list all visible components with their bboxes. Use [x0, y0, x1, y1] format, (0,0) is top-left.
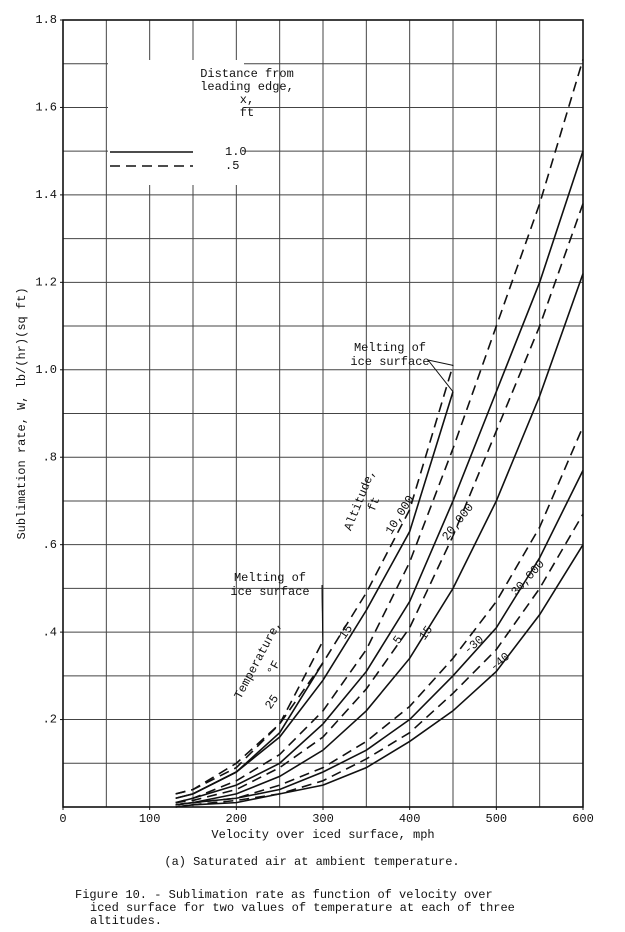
y-tick-label: 1.2: [35, 276, 57, 290]
annotation: Melting of: [234, 571, 306, 585]
annotation-arrow: [427, 359, 454, 366]
annotation: 20,000: [439, 501, 477, 544]
annotation: -15: [412, 623, 436, 649]
legend-title: leading edge,: [200, 80, 294, 94]
y-tick-label: .4: [43, 625, 57, 639]
x-axis-label: Velocity over iced surface, mph: [211, 828, 434, 842]
annotation: -30: [461, 633, 487, 658]
legend-title: ft: [240, 106, 254, 120]
annotation: ice surface: [230, 585, 309, 599]
x-tick-label: 300: [312, 812, 334, 826]
y-tick-label: 1.6: [35, 101, 57, 115]
curve: [175, 391, 454, 800]
legend-label: 1.0: [225, 145, 247, 159]
curve: [175, 203, 584, 804]
annotation: °F: [265, 658, 284, 677]
x-tick-label: 600: [572, 812, 594, 826]
y-axis-label: Sublimation rate, W, lb/(hr)(sq ft): [15, 287, 29, 539]
y-tick-label: 1.4: [35, 188, 57, 202]
y-tick-label: .6: [43, 538, 57, 552]
y-tick-label: .8: [43, 450, 57, 464]
annotation: 10,000: [383, 493, 418, 537]
caption-line: altitudes.: [90, 914, 162, 928]
legend-title: Distance from: [200, 67, 294, 81]
curve: [175, 365, 454, 795]
x-tick-label: 400: [399, 812, 421, 826]
legend-title: x,: [240, 93, 254, 107]
curve: [175, 273, 584, 806]
caption-line: Figure 10. - Sublimation rate as functio…: [75, 888, 493, 902]
annotation: ft: [365, 495, 383, 514]
y-tick-label: .2: [43, 713, 57, 727]
curve: [175, 640, 324, 795]
annotation: 30,000: [508, 557, 547, 598]
legend-box: [108, 60, 244, 185]
curve: [175, 544, 584, 808]
annotation-arrow: [427, 359, 454, 392]
annotation: 25: [262, 692, 282, 712]
annotation: 15: [336, 622, 356, 642]
curve: [175, 59, 584, 804]
annotation: Melting of: [354, 341, 426, 355]
x-tick-label: 0: [59, 812, 66, 826]
y-tick-label: 1.0: [35, 363, 57, 377]
annotation-arrow: [321, 584, 324, 663]
curve: [175, 426, 584, 806]
x-tick-label: 200: [226, 812, 248, 826]
legend-label: .5: [225, 159, 239, 173]
y-tick-label: 1.8: [35, 13, 57, 27]
curve: [175, 150, 584, 804]
subtitle: (a) Saturated air at ambient temperature…: [164, 855, 459, 869]
caption-line: iced surface for two values of temperatu…: [90, 901, 515, 915]
curve: [175, 469, 584, 806]
x-tick-label: 500: [486, 812, 508, 826]
annotation: Temperature,: [232, 619, 285, 702]
x-tick-label: 100: [139, 812, 161, 826]
curve: [175, 513, 584, 808]
annotation: ice surface: [350, 355, 429, 369]
